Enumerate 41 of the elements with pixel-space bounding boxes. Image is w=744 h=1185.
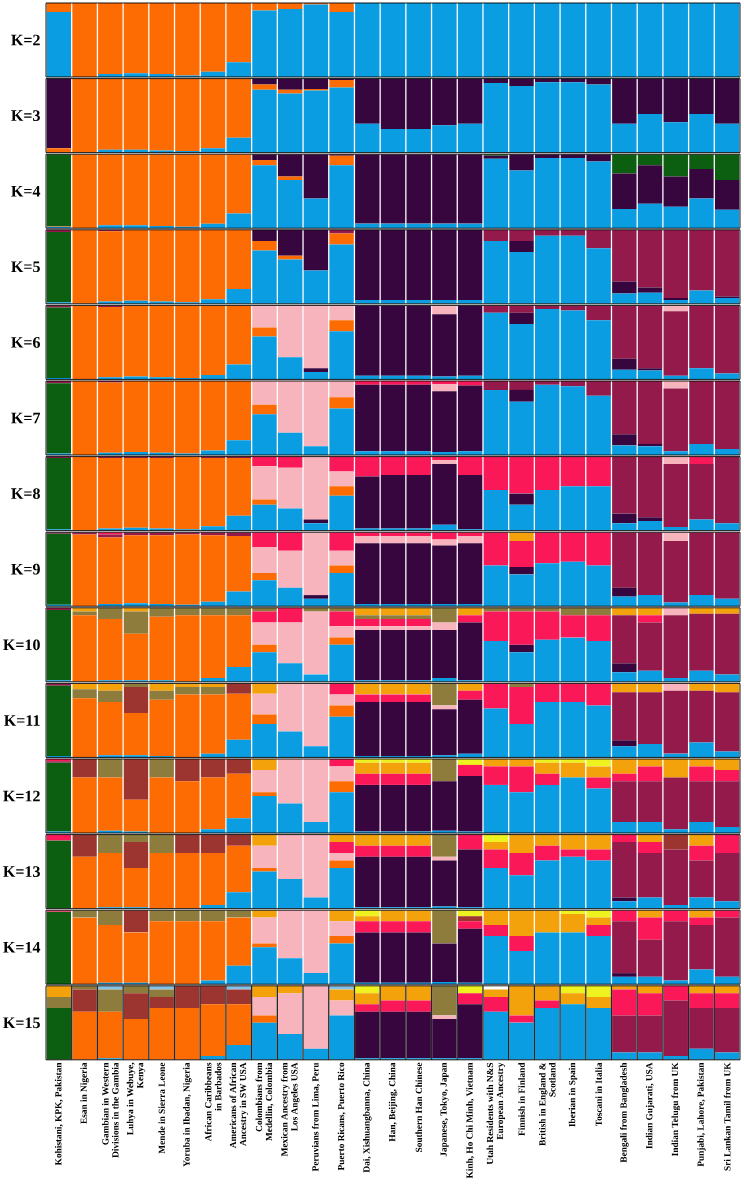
x-tick-label: Sri Lankan Tamil from UK <box>723 1062 731 1171</box>
x-tick-label: Kohistani, KPK, Pakistan <box>54 1062 63 1166</box>
x-tick-label: African Caribbeans in Barbados <box>204 1062 222 1142</box>
x-tick-label: Puerto Ricans, Puerto Rico <box>337 1062 346 1171</box>
x-tick-label: Punjabi, Lahore, Pakistan <box>697 1062 706 1167</box>
y-axis-title: K=3 <box>11 110 40 121</box>
x-tick-label: Southern Han Chinese <box>415 1062 422 1152</box>
x-tick-label: Indian Gujarati, USA <box>645 1062 655 1149</box>
x-tick-label: Americans of African Ancestry in SW USA <box>229 1062 249 1149</box>
x-tick-label: Bengali from Bangladesh <box>620 1062 629 1163</box>
x-tick-label: Japanese, Tokyo, Japan <box>440 1062 449 1157</box>
x-tick-label: Han, Beijing, China <box>388 1062 398 1142</box>
y-axis-title: K=5 <box>11 261 40 273</box>
x-tick-label: Kinh, Ho Chi Minh, Vietnam <box>466 1062 475 1179</box>
y-axis-title: K=7 <box>11 412 41 424</box>
y-axis-title: K=2 <box>11 34 40 46</box>
y-axis-title: K=4 <box>11 185 41 197</box>
x-tick-label: Gambian in Western Divisions in the Gambia <box>101 1062 119 1158</box>
x-tick-label: Peruvians from Lima, Peru <box>311 1062 320 1172</box>
x-tick-label: Finnish in Finland <box>518 1062 525 1136</box>
x-tick-label: Iberian in Spain <box>568 1062 578 1127</box>
y-axis-title: K=13 <box>3 866 40 877</box>
x-tick-label: Mexican Ancestry from Los Angeles USA <box>280 1062 300 1157</box>
x-tick-label: Dai, Xishuangbanna, China <box>363 1062 372 1173</box>
x-tick-label: Esan in Nigeria <box>80 1062 89 1124</box>
y-axis-title: K=14 <box>3 941 41 953</box>
y-axis-title: K=9 <box>11 563 40 575</box>
y-axis-title: K=10 <box>3 639 40 651</box>
y-axis-title: K=15 <box>3 1017 40 1029</box>
x-tick-label: Colombians from Medellin, Colombia <box>255 1062 274 1141</box>
x-tick-label: Utah Residents with N&S European Ancestry <box>486 1062 506 1165</box>
x-tick-label: British in England & Scotland <box>538 1062 556 1146</box>
x-tick-label: Mende in Sierra Leone <box>158 1062 165 1154</box>
y-axis-title: K=12 <box>3 790 40 802</box>
x-tick-label: Toscani in Italia <box>595 1062 602 1127</box>
x-tick-label: Yoruba in Ibadan, Nigeria <box>183 1062 192 1167</box>
x-tick-label: Luhya in Webuye, Kenya <box>126 1062 146 1135</box>
x-tick-label: Indian Telugu from UK <box>671 1062 681 1157</box>
y-axis-title: K=8 <box>11 488 40 499</box>
y-axis-title: K=6 <box>11 337 40 348</box>
y-axis-title: K=11 <box>4 715 40 726</box>
